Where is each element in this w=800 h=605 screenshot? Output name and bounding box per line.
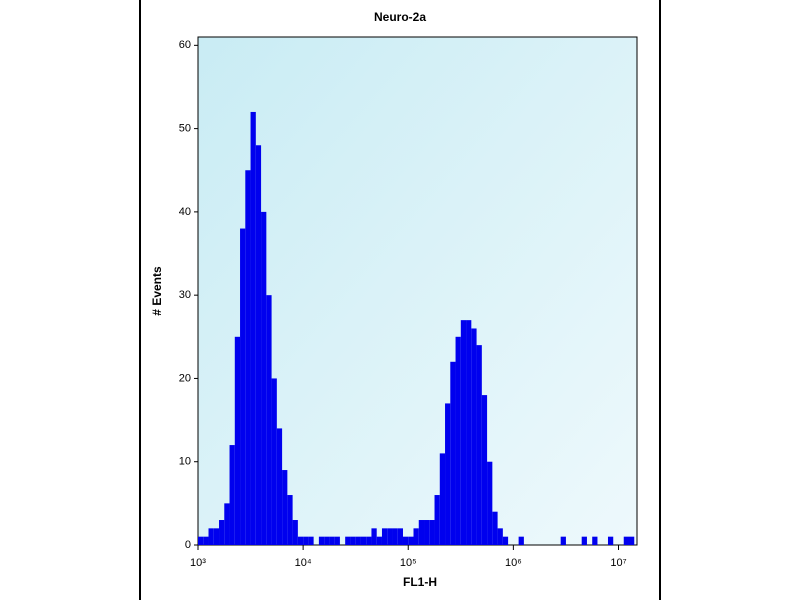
bar [439, 453, 446, 545]
y-axis-label: # Events [150, 266, 164, 316]
bar [208, 528, 214, 545]
y-tick-label: 20 [179, 372, 191, 384]
bar [318, 536, 325, 545]
bar [629, 536, 635, 545]
x-tick-label: 10⁷ [610, 557, 626, 569]
y-tick-label: 0 [185, 539, 191, 551]
bar [350, 536, 356, 545]
y-tick-label: 10 [179, 456, 191, 468]
bar [518, 536, 524, 545]
y-tick-label: 50 [179, 123, 191, 135]
bar [607, 536, 614, 545]
bar [234, 336, 241, 545]
bar [581, 536, 587, 545]
bar [371, 528, 377, 545]
x-tick-label: 10⁶ [505, 557, 522, 569]
bar [292, 520, 298, 545]
bar [250, 111, 256, 546]
bar [276, 428, 283, 545]
bar [623, 536, 630, 545]
bar [240, 228, 246, 545]
bar [266, 295, 272, 545]
bar [198, 536, 204, 545]
bar [345, 536, 351, 545]
bar [245, 170, 251, 545]
bar [213, 528, 220, 545]
bar [324, 536, 330, 545]
bar [445, 403, 451, 545]
bar [224, 503, 230, 545]
bar [397, 528, 403, 545]
y-tick-label: 40 [179, 206, 191, 218]
bar [492, 511, 498, 545]
bar [287, 495, 293, 545]
x-axis-label: FL1-H [403, 575, 437, 589]
bar [560, 536, 566, 545]
bar [418, 520, 425, 545]
bar [387, 528, 393, 545]
bar [376, 536, 382, 545]
bar [392, 528, 398, 545]
bar [481, 395, 488, 545]
bar [502, 536, 509, 545]
bar [429, 520, 435, 545]
y-tick-label: 30 [179, 289, 191, 301]
bar [487, 461, 493, 545]
bar [497, 528, 503, 545]
bar [203, 536, 209, 545]
bar [355, 536, 361, 545]
bar [460, 320, 467, 545]
bar [329, 536, 335, 545]
bar [360, 536, 367, 545]
bar [255, 145, 262, 545]
bar [592, 536, 598, 545]
bar [434, 495, 440, 545]
y-tick-label: 60 [179, 39, 191, 51]
chart-title: Neuro-2a [374, 10, 426, 24]
bar [466, 320, 472, 545]
bar [408, 536, 414, 545]
bar [261, 211, 267, 545]
bar [303, 536, 309, 545]
bar [229, 445, 235, 545]
bar [308, 536, 314, 545]
bar [334, 536, 340, 545]
bar [455, 336, 461, 545]
bar [471, 328, 477, 545]
bar [366, 536, 372, 545]
bar [381, 528, 388, 545]
bar [402, 536, 409, 545]
x-tick-label: 10³ [190, 557, 206, 569]
x-tick-label: 10⁴ [295, 557, 312, 569]
bar [476, 345, 482, 545]
bar [282, 470, 288, 545]
bar [413, 528, 419, 545]
bar [424, 520, 430, 545]
bar [297, 536, 304, 545]
bar [271, 378, 277, 545]
bar [450, 361, 456, 545]
bar [219, 520, 225, 545]
x-tick-label: 10⁵ [400, 557, 417, 569]
